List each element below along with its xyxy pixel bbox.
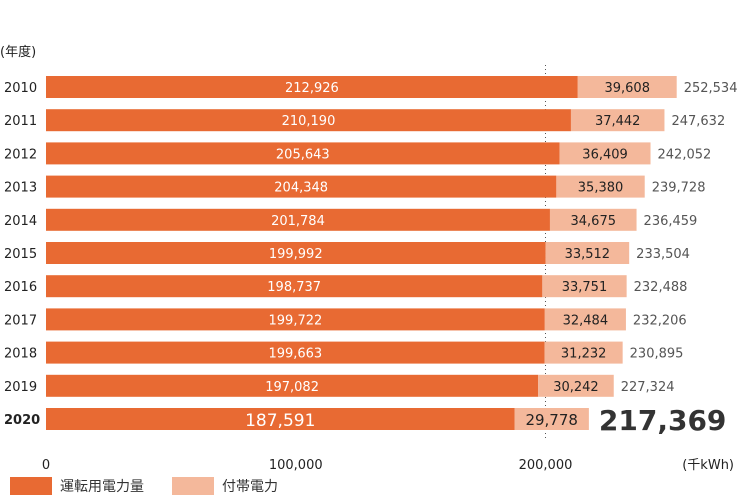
bar-auxiliary-2012 bbox=[559, 142, 651, 165]
bar-auxiliary-2019 bbox=[538, 374, 614, 397]
data-label-total-2010: 252,534 bbox=[684, 81, 738, 96]
data-label-operation-2013: 204,348 bbox=[274, 181, 328, 196]
bar-operation-2019 bbox=[46, 374, 539, 397]
bar-operation-2013 bbox=[46, 175, 557, 198]
legend-swatch-auxiliary-power bbox=[172, 477, 214, 495]
y-tick-label-2015: 2015 bbox=[4, 247, 37, 262]
y-tick-label-2017: 2017 bbox=[4, 313, 37, 328]
bar-operation-2011 bbox=[46, 109, 571, 132]
data-label-total-2012: 242,052 bbox=[658, 147, 712, 162]
data-label-total-2011: 247,632 bbox=[671, 114, 725, 129]
data-label-auxiliary-2010: 39,608 bbox=[604, 81, 650, 96]
bar-auxiliary-2010 bbox=[577, 76, 677, 98]
data-label-operation-2015: 199,992 bbox=[269, 247, 323, 262]
data-label-operation-2020: 187,591 bbox=[245, 411, 315, 431]
y-tick-label-2012: 2012 bbox=[4, 147, 37, 162]
data-label-total-2013: 239,728 bbox=[652, 181, 706, 196]
bar-operation-2020 bbox=[46, 408, 515, 430]
data-label-total-2014: 236,459 bbox=[644, 214, 698, 229]
data-label-operation-2016: 198,737 bbox=[267, 280, 321, 295]
bar-auxiliary-2015 bbox=[545, 242, 630, 264]
bar-operation-2017 bbox=[46, 308, 545, 331]
y-tick-label-2013: 2013 bbox=[4, 181, 37, 196]
data-label-auxiliary-2020: 29,778 bbox=[525, 411, 578, 429]
data-label-operation-2012: 205,643 bbox=[276, 147, 330, 162]
y-unit-label: (年度) bbox=[0, 44, 36, 60]
y-tick-label-2016: 2016 bbox=[4, 280, 37, 295]
data-label-operation-2010: 212,926 bbox=[285, 81, 339, 96]
bar-auxiliary-2013 bbox=[556, 175, 645, 198]
data-label-operation-2014: 201,784 bbox=[271, 214, 325, 229]
y-tick-label-2010: 2010 bbox=[4, 81, 37, 96]
bar-operation-2010 bbox=[46, 76, 578, 98]
data-label-auxiliary-2014: 34,675 bbox=[571, 214, 617, 229]
y-tick-label-2020: 2020 bbox=[4, 413, 40, 428]
legend-label-auxiliary-power: 付帯電力 bbox=[222, 479, 278, 495]
data-label-operation-2017: 199,722 bbox=[269, 313, 323, 328]
data-label-auxiliary-2016: 33,751 bbox=[562, 280, 608, 295]
y-tick-label-2019: 2019 bbox=[4, 380, 37, 395]
bar-auxiliary-2020 bbox=[514, 408, 589, 430]
y-tick-label-2018: 2018 bbox=[4, 347, 37, 362]
x-tick-label-0: 0 bbox=[42, 458, 50, 473]
legend-item-operation-power: 運転用電力量 bbox=[10, 476, 144, 496]
data-label-operation-2018: 199,663 bbox=[268, 347, 322, 362]
data-label-auxiliary-2012: 36,409 bbox=[582, 147, 628, 162]
data-label-total-2017: 232,206 bbox=[633, 313, 687, 328]
y-tick-label-2011: 2011 bbox=[4, 114, 37, 129]
y-tick-label-2014: 2014 bbox=[4, 214, 37, 229]
legend-item-auxiliary-power: 付帯電力 bbox=[172, 476, 278, 496]
data-label-auxiliary-2017: 32,484 bbox=[563, 313, 609, 328]
data-label-operation-2019: 197,082 bbox=[265, 380, 319, 395]
bar-operation-2016 bbox=[46, 275, 543, 298]
bar-auxiliary-2016 bbox=[542, 275, 627, 298]
data-label-total-2019: 227,324 bbox=[621, 380, 675, 395]
x-unit-label: (千kWh) bbox=[682, 458, 734, 473]
bar-operation-2014 bbox=[46, 208, 550, 231]
bar-operation-2015 bbox=[46, 242, 546, 264]
data-label-total-2016: 232,488 bbox=[634, 280, 688, 295]
bar-auxiliary-2018 bbox=[544, 341, 623, 364]
x-tick-label-200000: 200,000 bbox=[519, 458, 573, 473]
data-label-total-2018: 230,895 bbox=[630, 347, 684, 362]
legend-label-operation-power: 運転用電力量 bbox=[60, 479, 144, 495]
data-label-total-2015: 233,504 bbox=[636, 247, 690, 262]
x-tick-label-100000: 100,000 bbox=[269, 458, 323, 473]
data-label-total-2020: 217,369 bbox=[599, 404, 727, 437]
bar-auxiliary-2014 bbox=[549, 208, 637, 231]
data-label-auxiliary-2011: 37,442 bbox=[595, 114, 641, 129]
data-label-auxiliary-2018: 31,232 bbox=[561, 347, 607, 362]
data-label-auxiliary-2019: 30,242 bbox=[553, 380, 599, 395]
data-label-auxiliary-2015: 33,512 bbox=[565, 247, 611, 262]
bar-operation-2018 bbox=[46, 341, 545, 364]
bar-auxiliary-2011 bbox=[570, 109, 665, 132]
legend: 運転用電力量 付帯電力 bbox=[10, 475, 278, 497]
bar-operation-2012 bbox=[46, 142, 560, 165]
legend-swatch-operation-power bbox=[10, 477, 52, 495]
bar-auxiliary-2017 bbox=[544, 308, 626, 331]
data-label-operation-2011: 210,190 bbox=[282, 114, 336, 129]
data-label-auxiliary-2013: 35,380 bbox=[578, 181, 624, 196]
